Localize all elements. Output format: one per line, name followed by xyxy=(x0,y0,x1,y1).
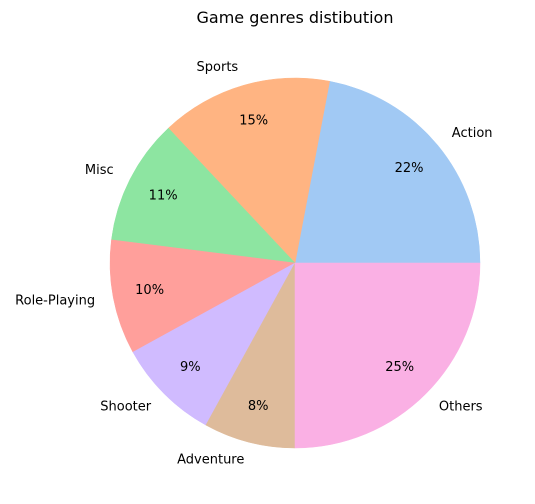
pie-slice-role-playing xyxy=(109,239,296,353)
pie-slice-sports xyxy=(168,77,330,264)
chart-title: Game genres distibution xyxy=(197,8,394,27)
slice-label-sports: Sports xyxy=(197,60,239,75)
slice-label-action: Action xyxy=(452,126,493,141)
slice-label-shooter: Shooter xyxy=(100,399,151,414)
slice-label-misc: Misc xyxy=(85,163,114,178)
pct-label-misc: 11% xyxy=(149,188,178,203)
slice-label-role-playing: Role-Playing xyxy=(15,294,95,309)
pie-labels: Action 22% Sports 15% Misc 11% Role-Playing 10%… xyxy=(15,60,492,468)
pie-slice-others xyxy=(294,262,481,449)
pie-slice-shooter xyxy=(132,262,296,426)
pie-slice-adventure xyxy=(205,262,296,449)
pie-slice-misc xyxy=(111,127,296,264)
slice-label-adventure: Adventure xyxy=(177,453,244,468)
pct-label-shooter: 9% xyxy=(180,360,201,375)
slice-label-others: Others xyxy=(439,399,483,414)
pct-label-action: 22% xyxy=(395,161,424,176)
pct-label-others: 25% xyxy=(385,360,414,375)
pie-slices xyxy=(109,77,481,449)
pct-label-adventure: 8% xyxy=(248,399,269,414)
pct-label-role-playing: 10% xyxy=(135,283,164,298)
pie-slice-action xyxy=(294,80,481,264)
pct-label-sports: 15% xyxy=(239,113,268,128)
